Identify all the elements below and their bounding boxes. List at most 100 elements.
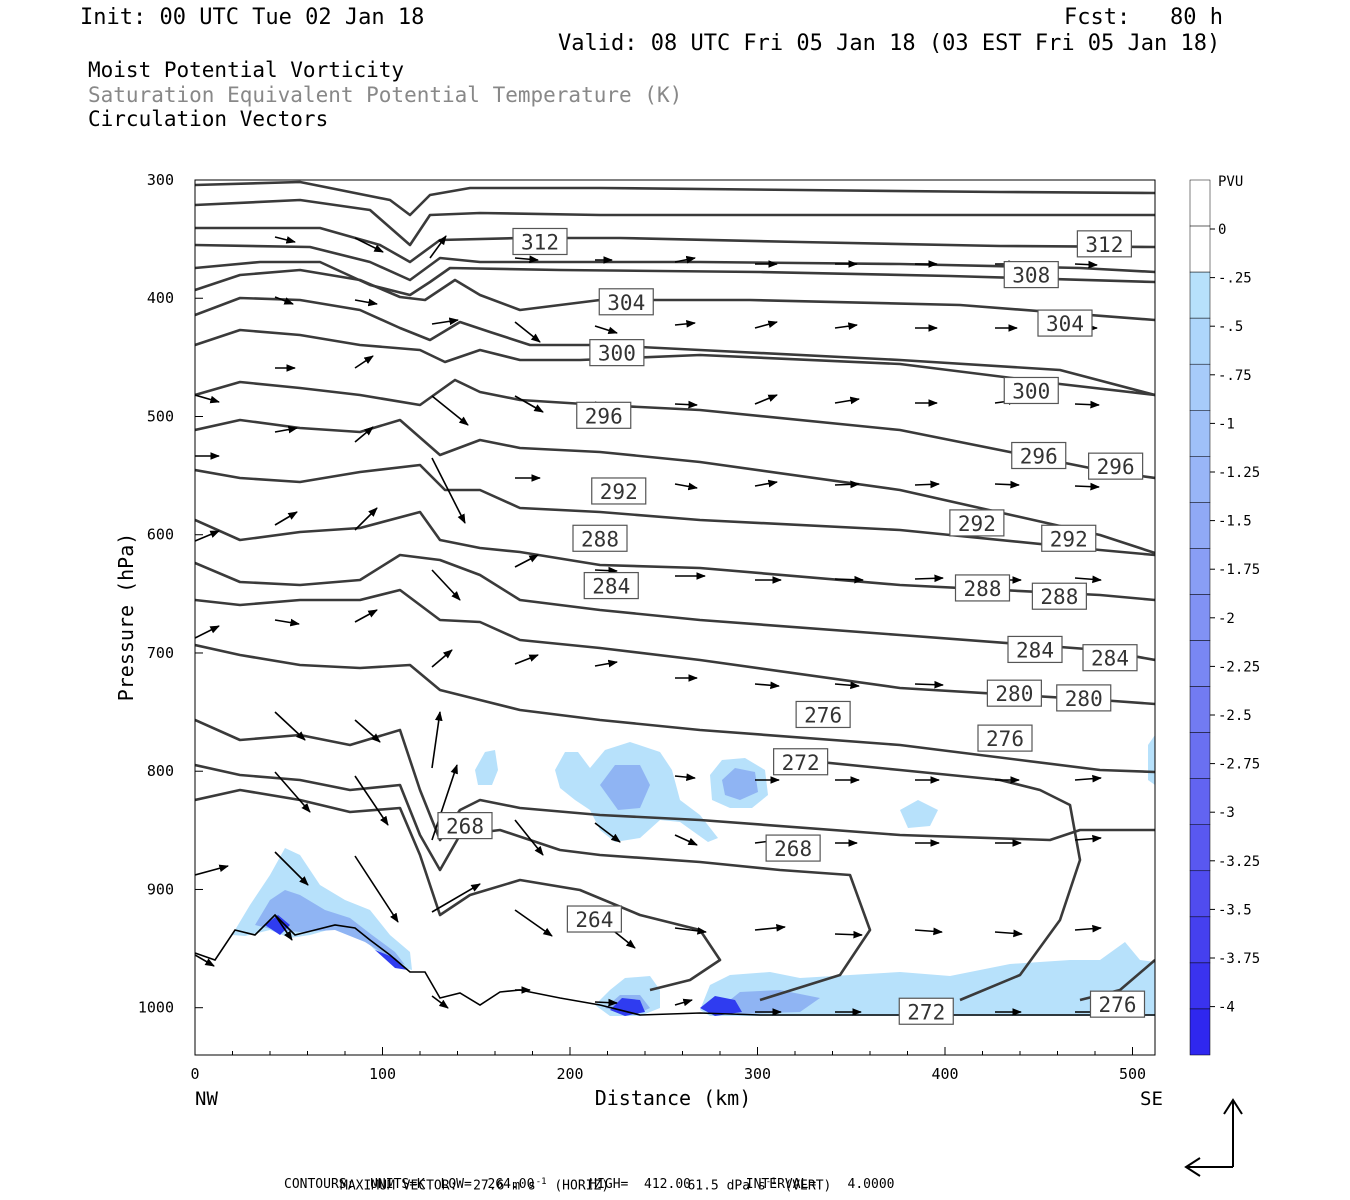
footer-contours: CONTOURS: UNITS=K LOW= 264.00 HIGH= 412.… (284, 1177, 895, 1192)
circulation-vector (354, 609, 378, 623)
contour-label-box: 308 (1003, 260, 1059, 289)
x-end-right: SE (1140, 1088, 1163, 1110)
colorbar-label: 0 (1218, 222, 1226, 238)
contour-label-text: 296 (1097, 455, 1135, 479)
theta-es-contour (195, 463, 1155, 557)
contour-label-box: 296 (1011, 441, 1067, 470)
colorbar-swatch (1189, 870, 1211, 918)
theta-es-contour (195, 763, 872, 1002)
contour-label-frame (1007, 635, 1063, 664)
legend-vectors: Circulation Vectors (88, 107, 329, 131)
contour-label-frame (512, 227, 568, 256)
circulation-vector (1074, 482, 1100, 491)
colorbar-label: -1.25 (1218, 465, 1260, 481)
contour-label-frame (1041, 524, 1097, 552)
circulation-vector (594, 566, 618, 575)
contour-label-box: 264 (566, 905, 622, 933)
colorbar-label: -.75 (1218, 368, 1252, 384)
colorbar-swatch (1189, 225, 1211, 273)
x-axis-label: Distance (km) (595, 1086, 752, 1110)
circulation-vector (195, 625, 220, 639)
contour-label-text: 284 (592, 575, 630, 599)
circulation-vector (754, 394, 778, 405)
circulation-vector (514, 255, 539, 264)
contour-label-text: 272 (782, 751, 820, 775)
contour-label-text: 312 (521, 230, 559, 254)
circulation-vector (834, 681, 860, 690)
circulation-vector (195, 394, 220, 404)
contour-label-box: 276 (977, 724, 1033, 752)
colorbar-label: -.5 (1218, 319, 1243, 335)
contour-label-text: 304 (1046, 312, 1084, 336)
contour-label-frame (598, 288, 654, 316)
theta-es-contour (195, 510, 1155, 602)
circulation-vector (674, 998, 693, 1007)
y-tick-label: 700 (147, 644, 174, 662)
contour-label-frame (986, 679, 1042, 707)
circulation-vector (274, 618, 300, 627)
contour-label-box: 268 (765, 834, 821, 862)
contour-label-frame (1076, 230, 1132, 258)
contour-label-frame (1003, 260, 1059, 289)
x-tick-label: 400 (931, 1065, 958, 1083)
colorbar-swatch (1189, 732, 1211, 779)
contour-label-frame (1031, 582, 1087, 610)
contour-label-text: 264 (575, 908, 613, 932)
circulation-vector (514, 321, 541, 343)
circulation-vector (674, 773, 696, 781)
contour-label-box: 292 (949, 509, 1005, 537)
contour-label-text: 300 (598, 342, 636, 366)
circulation-vector (274, 296, 294, 305)
circulation-vector (914, 480, 940, 489)
contour-label-box: 272 (898, 997, 954, 1025)
contour-label-frame (1088, 452, 1144, 480)
colorbar-label: -1 (1218, 416, 1235, 432)
contour-label-box: 296 (1088, 452, 1144, 480)
y-tick-label: 600 (147, 526, 174, 544)
circulation-vector (754, 924, 786, 932)
y-tick-label: 900 (147, 880, 174, 898)
pv-shade-mid (722, 768, 758, 800)
contour-label-box: 288 (954, 574, 1011, 602)
contour-label-box: 312 (1076, 230, 1132, 258)
circulation-vector (674, 320, 696, 328)
circulation-vector (834, 575, 864, 584)
colorbar-swatch (1189, 456, 1211, 503)
y-tick-label: 300 (147, 171, 174, 189)
contour-label-frame (589, 339, 645, 367)
circulation-vector (431, 569, 461, 601)
contour-label-box: 288 (572, 524, 628, 552)
colorbar: 0 -.25 -.5 -.75 -1 -1.25 -1.5 -1.75 -2 -2.25 -2.5 -… (1189, 179, 1260, 1056)
circulation-vector (354, 507, 378, 531)
circulation-vector (354, 355, 374, 369)
contour-label-text: 304 (607, 291, 645, 315)
colorbar-swatch (1189, 594, 1211, 641)
contour-label-box: 312 (512, 227, 568, 256)
contour-label-frame (949, 509, 1005, 537)
circulation-vector (354, 719, 381, 743)
pv-shade-light (1148, 735, 1155, 785)
valid-time: Valid: 08 UTC Fri 05 Jan 18 (03 EST Fri … (558, 31, 1221, 56)
theta-es-contour (195, 588, 1155, 706)
circulation-vector (914, 680, 944, 689)
theta-es-contour (195, 418, 1155, 555)
contour-label-text: 296 (1020, 445, 1058, 469)
circulation-vector (1074, 834, 1102, 843)
pv-shade-dark (375, 950, 408, 970)
colorbar-swatch (1189, 363, 1211, 411)
contour-label-text: 296 (585, 404, 623, 428)
colorbar-swatch (1189, 824, 1211, 872)
terrain-outline (194, 913, 1155, 1016)
contour-label-text: 276 (1099, 993, 1137, 1017)
contour-label-box: 292 (591, 477, 647, 505)
circulation-vector (674, 834, 698, 846)
circulation-vector (354, 426, 374, 443)
circulation-vector (354, 775, 389, 826)
contour-label-frame (765, 834, 821, 862)
contour-label-text: 292 (958, 512, 996, 536)
axes: 0 100 200 300 400 500 300 400 500 600 700 800 900 100… (138, 171, 1146, 1083)
theta-es-contour (195, 296, 1155, 397)
theta-es-contour (195, 328, 1155, 397)
contour-label-frame (437, 812, 493, 840)
reference-vector-icon (1184, 1098, 1243, 1177)
